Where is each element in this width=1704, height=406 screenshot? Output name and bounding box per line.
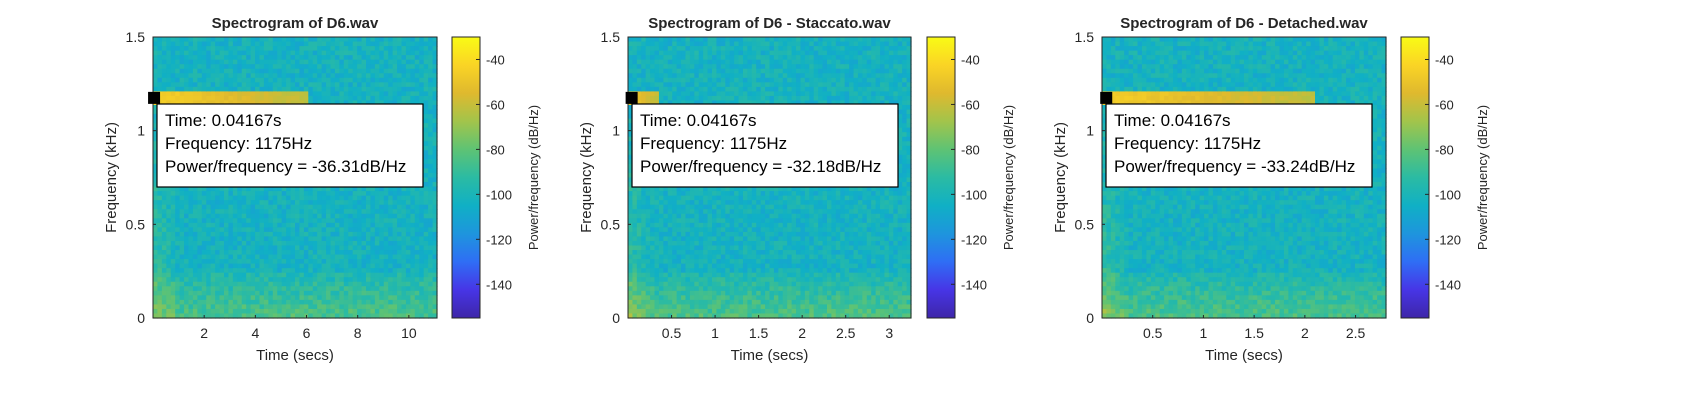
x-tick-label: 1 [1200,325,1208,341]
x-axis-label: Time (secs) [256,347,334,364]
x-tick-label: 0.5 [1143,325,1163,341]
x-tick-label: 1.5 [749,325,769,341]
colorbar-gradient [926,36,956,319]
axes-box [1101,36,1387,319]
x-tick-label: 1.5 [1244,325,1264,341]
colorbar-tick-label: -100 [1435,187,1461,202]
colorbar: -40 -60 -80 -100 -120 -140 Power/frequency (dB… [926,36,1016,319]
colorbar-label: Power/frequency (dB/Hz) [1001,105,1016,250]
x-tick-label: 3 [885,325,893,341]
colorbar-tick-label: -100 [961,187,987,202]
x-tick-label: 1 [711,325,719,341]
colorbar-tick-label: -120 [961,232,987,247]
datatip-box[interactable]: Time: 0.04167s Frequency: 1175Hz Power/fre… [631,103,899,188]
x-tick-label: 2 [798,325,806,341]
colorbar-tick-label: -80 [961,142,980,157]
axes-box [627,36,912,319]
chart-title: Spectrogram of D6 - Detached.wav [1120,15,1368,32]
spectrogram-panel-2: 0.5 1 1.5 2 2.5 3 0 0.5 1 1.5 Spectrogram of D6 - … [578,15,1016,364]
y-tick-label: 1 [612,123,620,139]
datatip-line: Power/frequency = -32.18dB/Hz [640,157,881,176]
colorbar: -40 -60 -80 -100 -120 -140 Power/frequency (dB… [1400,36,1490,319]
colorbar-tick-label: -40 [486,52,505,67]
datatip-line: Time: 0.04167s [165,111,282,130]
chart-title: Spectrogram of D6 - Staccato.wav [648,15,891,32]
colorbar-tick-label: -60 [961,97,980,112]
colorbar-label: Power/frequency (dB/Hz) [526,105,541,250]
y-tick-label: 0 [1086,310,1094,326]
y-tick-label: 0.5 [126,216,146,232]
colorbar: -40 -60 -80 -100 -120 -140 Power/frequency (dB… [451,36,541,319]
colorbar-tick-label: -140 [1435,277,1461,292]
colorbar-tick-label: -120 [1435,232,1461,247]
datatip-line: Power/frequency = -36.31dB/Hz [165,157,406,176]
colorbar-tick-label: -80 [1435,142,1454,157]
colorbar-gradient [451,36,481,319]
y-tick-label: 0 [137,310,145,326]
x-tick-label: 8 [354,325,362,341]
colorbar-tick-label: -100 [486,187,512,202]
datatip-marker[interactable] [148,91,161,104]
y-tick-label: 1 [137,123,145,139]
y-tick-label: 1.5 [601,29,621,45]
datatip-line: Power/frequency = -33.24dB/Hz [1114,157,1355,176]
datatip-box[interactable]: Time: 0.04167s Frequency: 1175Hz Power/fre… [156,103,424,188]
colorbar-tick-label: -80 [486,142,505,157]
axes-box [152,36,438,319]
y-axis-label: Frequency (kHz) [103,122,120,233]
colorbar-tick-label: -40 [961,52,980,67]
x-tick-label: 4 [251,325,259,341]
colorbar-tick-label: -140 [961,277,987,292]
y-tick-label: 1 [1086,123,1094,139]
x-tick-label: 2 [1301,325,1309,341]
y-tick-label: 1.5 [126,29,146,45]
y-tick-label: 0 [612,310,620,326]
chart-title: Spectrogram of D6.wav [212,15,379,32]
spectrogram-panel-3: 0.5 1 1.5 2 2.5 0 0.5 1 1.5 Spectrogram of D6 - D… [1052,15,1490,364]
colorbar-gradient [1400,36,1430,319]
colorbar-tick-label: -60 [1435,97,1454,112]
datatip-marker[interactable] [1100,91,1113,104]
colorbar-label: Power/frequency (dB/Hz) [1475,105,1490,250]
y-tick-label: 0.5 [601,216,621,232]
y-axis-label: Frequency (kHz) [1052,122,1069,233]
datatip-line: Time: 0.04167s [640,111,757,130]
datatip-line: Frequency: 1175Hz [640,134,787,153]
datatip-box[interactable]: Time: 0.04167s Frequency: 1175Hz Power/fre… [1105,103,1373,188]
colorbar-tick-label: -60 [486,97,505,112]
x-tick-label: 6 [303,325,311,341]
x-tick-label: 2.5 [836,325,856,341]
colorbar-tick-label: -40 [1435,52,1454,67]
x-tick-label: 10 [401,325,417,341]
datatip-marker[interactable] [625,91,638,104]
x-tick-label: 0.5 [662,325,682,341]
datatip-line: Frequency: 1175Hz [1114,134,1261,153]
spectrogram-panel-1: 2 4 6 8 10 0 0.5 1 1.5 Spectrogram of D6.wav Time … [103,15,541,364]
datatip-line: Time: 0.04167s [1114,111,1231,130]
y-axis-label: Frequency (kHz) [578,122,595,233]
y-tick-label: 1.5 [1075,29,1095,45]
colorbar-tick-label: -140 [486,277,512,292]
x-tick-label: 2 [200,325,208,341]
x-tick-label: 2.5 [1346,325,1366,341]
x-axis-label: Time (secs) [731,347,809,364]
datatip-line: Frequency: 1175Hz [165,134,312,153]
colorbar-tick-label: -120 [486,232,512,247]
x-axis-label: Time (secs) [1205,347,1283,364]
y-tick-label: 0.5 [1075,216,1095,232]
